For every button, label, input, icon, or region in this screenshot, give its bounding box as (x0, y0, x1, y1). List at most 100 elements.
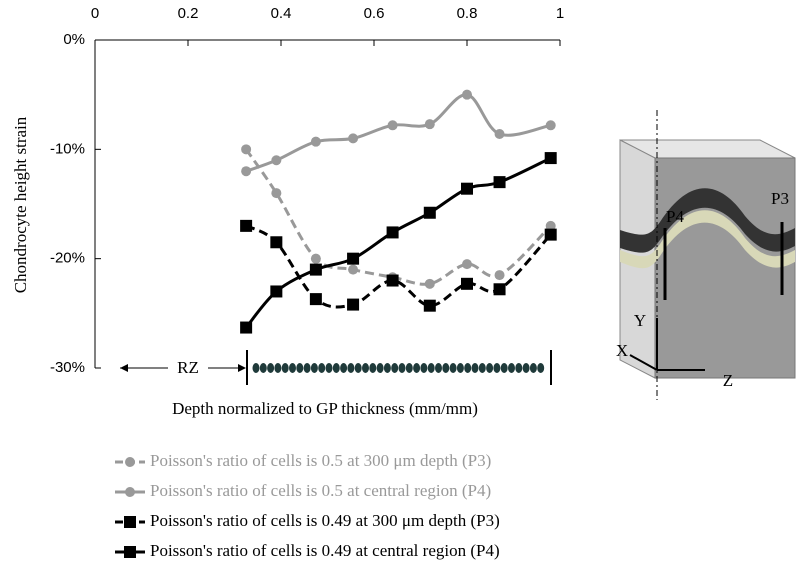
x-tick-label: 0.6 (364, 5, 385, 22)
marker (271, 155, 282, 166)
marker (347, 252, 360, 265)
growth-plate-diagram (619, 110, 796, 400)
legend-marker (124, 516, 136, 528)
cell (252, 363, 260, 373)
cell (340, 363, 348, 373)
y-tick-label: -10% (50, 140, 85, 157)
marker (386, 226, 399, 239)
legend-label: Poisson's ratio of cells is 0.49 at cent… (150, 541, 500, 560)
diagram-label: Y (634, 311, 646, 330)
diagram-label: Z (723, 371, 733, 390)
cell (362, 363, 369, 373)
marker (309, 263, 322, 276)
legend-label: Poisson's ratio of cells is 0.49 at 300 … (150, 511, 500, 530)
cell (347, 363, 355, 373)
marker (494, 129, 505, 140)
legend-entry: Poisson's ratio of cells is 0.49 at 300 … (115, 511, 500, 530)
marker (240, 219, 253, 232)
marker (271, 188, 282, 199)
cell (420, 363, 428, 373)
cell (303, 363, 311, 373)
marker (493, 176, 506, 189)
diagram-label: P4 (666, 207, 684, 226)
marker (423, 206, 436, 219)
y-tick-label: 0% (63, 31, 85, 48)
legend-marker (124, 546, 136, 558)
cell (369, 363, 377, 373)
series-line (245, 93, 552, 173)
arrow-head (238, 364, 246, 372)
y-tick-label: -30% (50, 359, 85, 376)
cell (500, 363, 508, 373)
cell (267, 363, 275, 373)
cell (413, 363, 421, 373)
marker (241, 144, 252, 155)
marker (461, 182, 473, 195)
legend-label: Poisson's ratio of cells is 0.5 at 300 μ… (150, 451, 491, 470)
cell (493, 363, 501, 373)
diagram-label: X (616, 341, 628, 360)
marker (309, 293, 322, 306)
legend-entry: Poisson's ratio of cells is 0.5 at centr… (115, 481, 491, 500)
marker (270, 236, 283, 249)
cell (318, 363, 326, 373)
cell (274, 363, 282, 373)
diagram-label: P3 (771, 189, 789, 208)
marker (545, 220, 556, 231)
cell (281, 363, 289, 373)
marker (387, 120, 398, 131)
legend-marker (125, 487, 135, 497)
cell (383, 363, 391, 373)
marker (386, 274, 399, 287)
cell (456, 363, 464, 373)
legend-entry: Poisson's ratio of cells is 0.5 at 300 μ… (115, 451, 491, 470)
cell (537, 363, 545, 373)
marker (348, 133, 359, 144)
cell (427, 363, 435, 373)
cell (289, 363, 296, 373)
marker (461, 277, 473, 290)
cell (310, 363, 318, 373)
marker (494, 270, 505, 281)
cell (478, 363, 486, 373)
cell (332, 363, 340, 373)
cell (435, 363, 442, 373)
marker (462, 89, 472, 100)
marker (310, 136, 321, 147)
cell (259, 363, 267, 373)
marker (347, 298, 360, 311)
cell (376, 363, 384, 373)
cell (486, 363, 494, 373)
arrow-head (120, 364, 128, 372)
y-axis-label: Chondrocyte height strain (11, 116, 30, 293)
cell-column (252, 363, 545, 373)
cell (405, 363, 413, 373)
marker (241, 166, 252, 177)
marker (544, 152, 557, 165)
legend-entry: Poisson's ratio of cells is 0.49 at cent… (115, 541, 500, 560)
marker (462, 259, 472, 270)
marker (544, 228, 557, 241)
marker (423, 299, 436, 312)
marker (240, 321, 253, 334)
cell (464, 363, 472, 373)
y-tick-label: -20% (50, 250, 85, 267)
cell (449, 363, 457, 373)
cell (325, 363, 333, 373)
cell (471, 363, 479, 373)
marker (310, 253, 321, 264)
legend-label: Poisson's ratio of cells is 0.5 at centr… (150, 481, 491, 500)
x-tick-label: 0.2 (178, 5, 199, 22)
marker (545, 120, 556, 131)
cell (442, 363, 450, 373)
cell (529, 363, 537, 373)
x-axis-label: Depth normalized to GP thickness (mm/mm) (172, 399, 478, 418)
cell (296, 363, 304, 373)
cell (515, 363, 523, 373)
series-line (244, 148, 552, 286)
cell (522, 363, 530, 373)
cell (391, 363, 399, 373)
annotation: RZ (177, 358, 199, 377)
